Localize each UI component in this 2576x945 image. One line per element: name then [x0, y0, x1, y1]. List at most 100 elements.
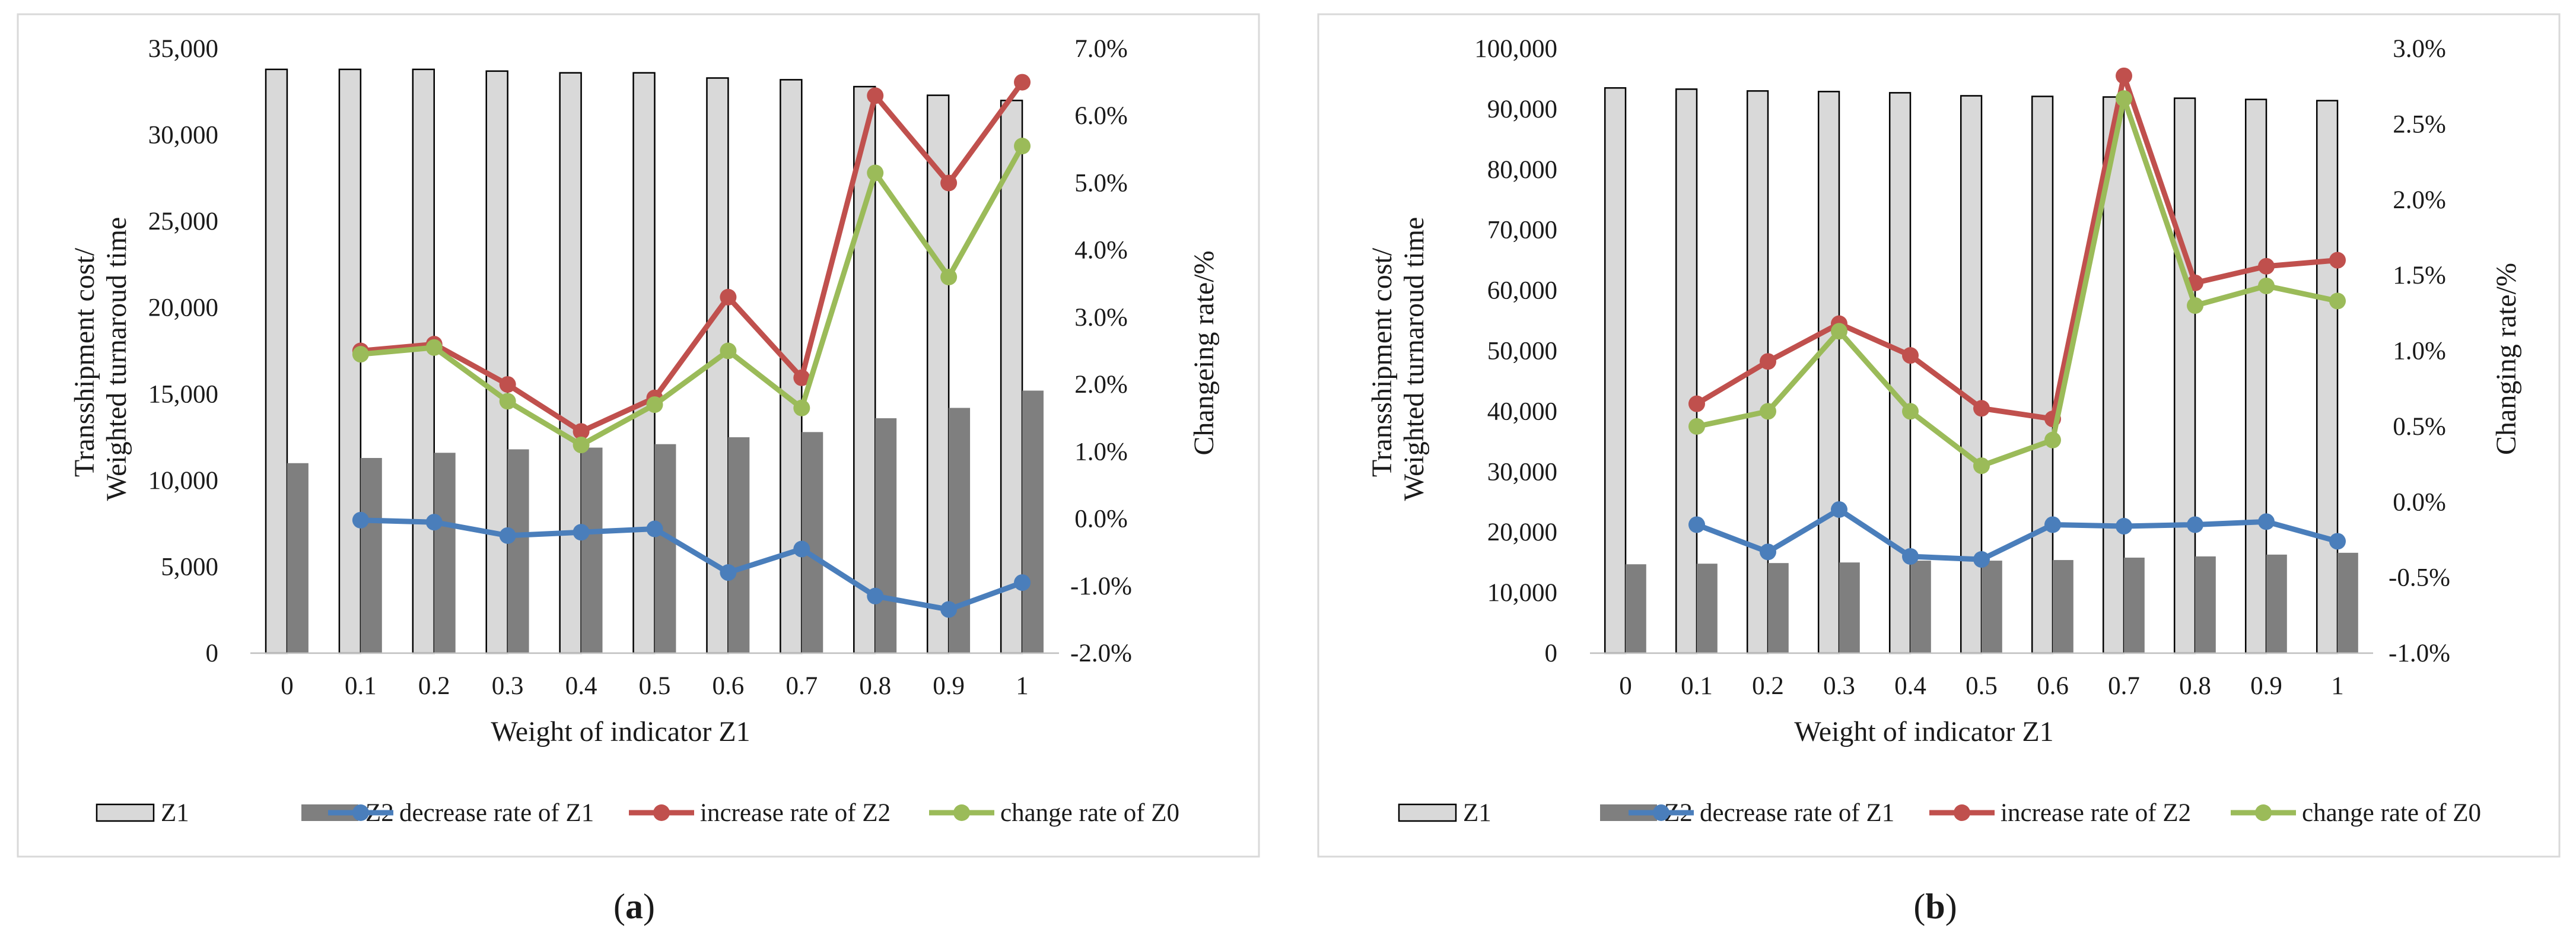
panel-b-bar-z2 [2266, 554, 2287, 653]
panel-b-legend-marker-decrease-rate-z1 [1653, 804, 1669, 821]
panel-b-point-change-rate-z0 [2116, 90, 2132, 107]
panel-b-y2tick-label: 1.0% [2393, 338, 2446, 365]
panel-b-ytick-label: 40,000 [1487, 397, 1557, 425]
panel-b-xtick-label: 0.3 [1823, 672, 1855, 700]
panel-a-point-decrease-rate-z1 [720, 564, 737, 581]
panel-a-legend-label-z1: Z1 [161, 799, 189, 827]
panel-a-point-change-rate-z0 [720, 342, 737, 359]
panel-b-bar-z1 [2031, 96, 2054, 654]
panel-a-xtick-label: 0.2 [418, 672, 450, 700]
panel-a-ytick-label: 20,000 [148, 294, 218, 322]
panel-b-yticks: 0 10,000 20,000 30,000 40,000 50,000 60,000 70,… [1474, 35, 1557, 667]
panel-b-point-decrease-rate-z1 [2187, 516, 2203, 533]
panel-b-bar-z1 [1960, 95, 1983, 654]
panel-b-ytick-label: 60,000 [1487, 277, 1557, 305]
panel-b-ytick-label: 10,000 [1487, 579, 1557, 607]
panel-b-xtick-label: 0.8 [2179, 672, 2211, 700]
panel-a-xtick-label: 0.7 [785, 672, 818, 700]
panel-a-y2tick-label: 4.0% [1074, 237, 1128, 265]
panel-a-y-axis-title: Transshipment cost/ Weighted turnaroud t… [69, 217, 132, 501]
panel-b-xtick-label: 0 [1619, 672, 1632, 700]
panel-b-bar-z2 [1768, 563, 1789, 653]
panel-a-bar-z1 [1000, 100, 1023, 654]
panel-a-y2tick-label: -1.0% [1070, 572, 1132, 600]
panel-a-y2-axis-title: Changeing rate/% [1188, 250, 1220, 455]
panel-b-ytick-label: 30,000 [1487, 458, 1557, 486]
panel-a-point-change-rate-z0 [867, 164, 884, 182]
panel-b-point-increase-rate-z2 [1973, 400, 1990, 417]
panel-b-point-change-rate-z0 [1902, 403, 1919, 420]
panel-a-ytick-label: 0 [206, 639, 219, 667]
panel-b-y2tick-label: 2.0% [2393, 186, 2446, 214]
panel-b-point-decrease-rate-z1 [1688, 516, 1705, 533]
panel-a-xtick-label: 0.6 [713, 672, 745, 700]
panel-a: 0 5,000 10,000 15,000 20,000 25,000 30,000 35,0… [17, 13, 1260, 926]
panel-b-bar-z2 [1839, 562, 1860, 653]
panel-a-yticks: 0 5,000 10,000 15,000 20,000 25,000 30,000 35,0… [148, 35, 218, 667]
panel-b-xtick-label: 0.6 [2037, 672, 2069, 700]
panel-b-point-decrease-rate-z1 [2044, 516, 2061, 533]
panel-b-y2tick-label: 3.0% [2393, 35, 2446, 63]
panel-b-bar-z2 [1982, 561, 2002, 653]
panel-b-xtick-label: 0.2 [1752, 672, 1784, 700]
panel-b-point-decrease-rate-z1 [1831, 501, 1847, 518]
panel-b-point-change-rate-z0 [1688, 418, 1705, 435]
panel-b-ytick-label: 70,000 [1487, 217, 1557, 244]
panel-a-ytick-label: 35,000 [148, 35, 218, 63]
panel-a-ytick-label: 25,000 [148, 208, 218, 236]
panel-a-bar-z2 [287, 463, 309, 653]
panel-a-point-increase-rate-z2 [720, 288, 737, 306]
panel-b-point-increase-rate-z2 [2116, 67, 2132, 84]
panel-b-point-change-rate-z0 [2329, 292, 2346, 310]
panel-a-point-decrease-rate-z1 [352, 511, 369, 529]
panel-a-point-decrease-rate-z1 [1014, 574, 1031, 591]
panel-a-bar-z2 [581, 447, 603, 653]
panel-a-point-decrease-rate-z1 [646, 520, 663, 537]
panel-b-bars [1604, 87, 2358, 654]
panel-b-legend-marker-increase-rate-z2 [1954, 804, 1970, 821]
panel-b-bar-z2 [2053, 560, 2073, 653]
panel-a-y2tick-label: 5.0% [1074, 169, 1128, 197]
panel-b-y2tick-label: -0.5% [2389, 564, 2450, 592]
panel-b-bar-z1 [1817, 91, 1840, 654]
panel-b-bar-z1 [2173, 97, 2196, 654]
panel-b-point-change-rate-z0 [1973, 457, 1990, 475]
panel-b-bar-z1 [2244, 98, 2267, 654]
panel-b-point-increase-rate-z2 [1688, 395, 1705, 412]
panel-b-legend-marker-change-rate-z0 [2255, 804, 2272, 821]
panel-b-legend-label-z1: Z1 [1463, 799, 1491, 827]
panel-b-xtick-label: 0.5 [1966, 672, 1998, 700]
panel-a-point-increase-rate-z2 [499, 376, 516, 393]
panel-a-y2tick-label: -2.0% [1070, 639, 1132, 667]
panel-b-bar-z2 [2124, 557, 2145, 653]
panel-a-y2tick-label: 0.0% [1074, 505, 1128, 533]
panel-a-y2tick-label: 1.0% [1074, 438, 1128, 466]
panel-b-xtick-label: 0.9 [2250, 672, 2282, 700]
panel-b-y2tick-label: -1.0% [2389, 639, 2450, 667]
panel-b-y-axis-title: Transshipment cost/ Weighted turnaroud t… [1366, 217, 1430, 501]
panel-a-xtick-label: 0.3 [492, 672, 524, 700]
panel-b-line-change-rate-z0 [1694, 96, 2340, 469]
panel-b-ytick-label: 80,000 [1487, 156, 1557, 184]
panel-b-legend-label-decrease-rate-z1: decrease rate of Z1 [1700, 799, 1894, 827]
panel-b-xtick-label: 0.1 [1681, 672, 1713, 700]
panel-a-caption: (a) [613, 887, 655, 926]
panel-a-y2ticks: -2.0% -1.0% 0.0% 1.0% 2.0% 3.0% 4.0% 5.0% 6.0% 7.… [1070, 35, 1132, 667]
panel-a-bar-z1 [412, 68, 435, 654]
panel-a-legend-marker-change-rate-z0 [953, 804, 970, 821]
panel-a-point-change-rate-z0 [425, 339, 443, 356]
panel-b-line-increase-rate-z2 [1694, 73, 2340, 422]
panel-b-xtick-label: 1 [2331, 672, 2344, 700]
panel-b-ytick-label: 100,000 [1474, 35, 1557, 63]
panel-a-line-decrease-rate-z1 [358, 517, 1025, 612]
panel-b-y2tick-label: 2.5% [2393, 110, 2446, 138]
panel-a-legend-label-decrease-rate-z1: decrease rate of Z1 [399, 799, 594, 827]
panel-b-ytick-label: 0 [1545, 639, 1558, 667]
panel-b-point-decrease-rate-z1 [2329, 533, 2346, 550]
panel-a-y2tick-label: 7.0% [1074, 35, 1128, 63]
panel-a-point-decrease-rate-z1 [573, 524, 590, 541]
panel-a-point-decrease-rate-z1 [425, 514, 443, 531]
panel-b-y2tick-label: 1.5% [2393, 262, 2446, 289]
panel-a-xtick-label: 0.1 [345, 672, 377, 700]
panel-a-x-axis-title: Weight of indicator Z1 [491, 716, 750, 747]
